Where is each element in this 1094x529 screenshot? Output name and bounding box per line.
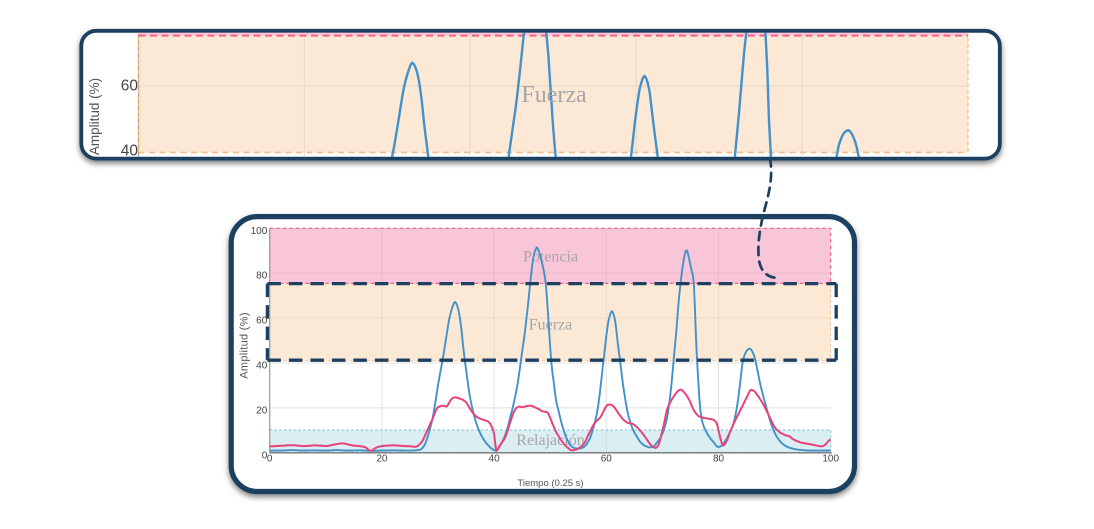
svg-text:40: 40 [256, 361, 268, 372]
svg-text:60: 60 [601, 454, 613, 465]
svg-text:100: 100 [251, 226, 268, 237]
svg-text:100: 100 [822, 454, 839, 465]
svg-text:Amplitud (%): Amplitud (%) [87, 78, 102, 155]
svg-text:80: 80 [256, 271, 268, 282]
svg-text:0: 0 [267, 454, 273, 465]
svg-text:60: 60 [121, 78, 139, 95]
svg-text:20: 20 [256, 405, 268, 416]
svg-text:80: 80 [713, 454, 725, 465]
svg-text:0: 0 [262, 450, 268, 461]
svg-text:Potencia: Potencia [523, 249, 578, 266]
svg-text:60: 60 [256, 316, 268, 327]
svg-text:40: 40 [489, 454, 501, 465]
svg-text:Relajación: Relajación [516, 432, 584, 449]
svg-text:Fuerza: Fuerza [521, 82, 587, 108]
svg-text:20: 20 [376, 454, 388, 465]
svg-text:Fuerza: Fuerza [529, 317, 573, 334]
svg-text:40: 40 [121, 143, 139, 160]
svg-text:Amplitud (%): Amplitud (%) [239, 312, 251, 379]
svg-text:Tiempo (0.25 s): Tiempo (0.25 s) [517, 478, 583, 489]
